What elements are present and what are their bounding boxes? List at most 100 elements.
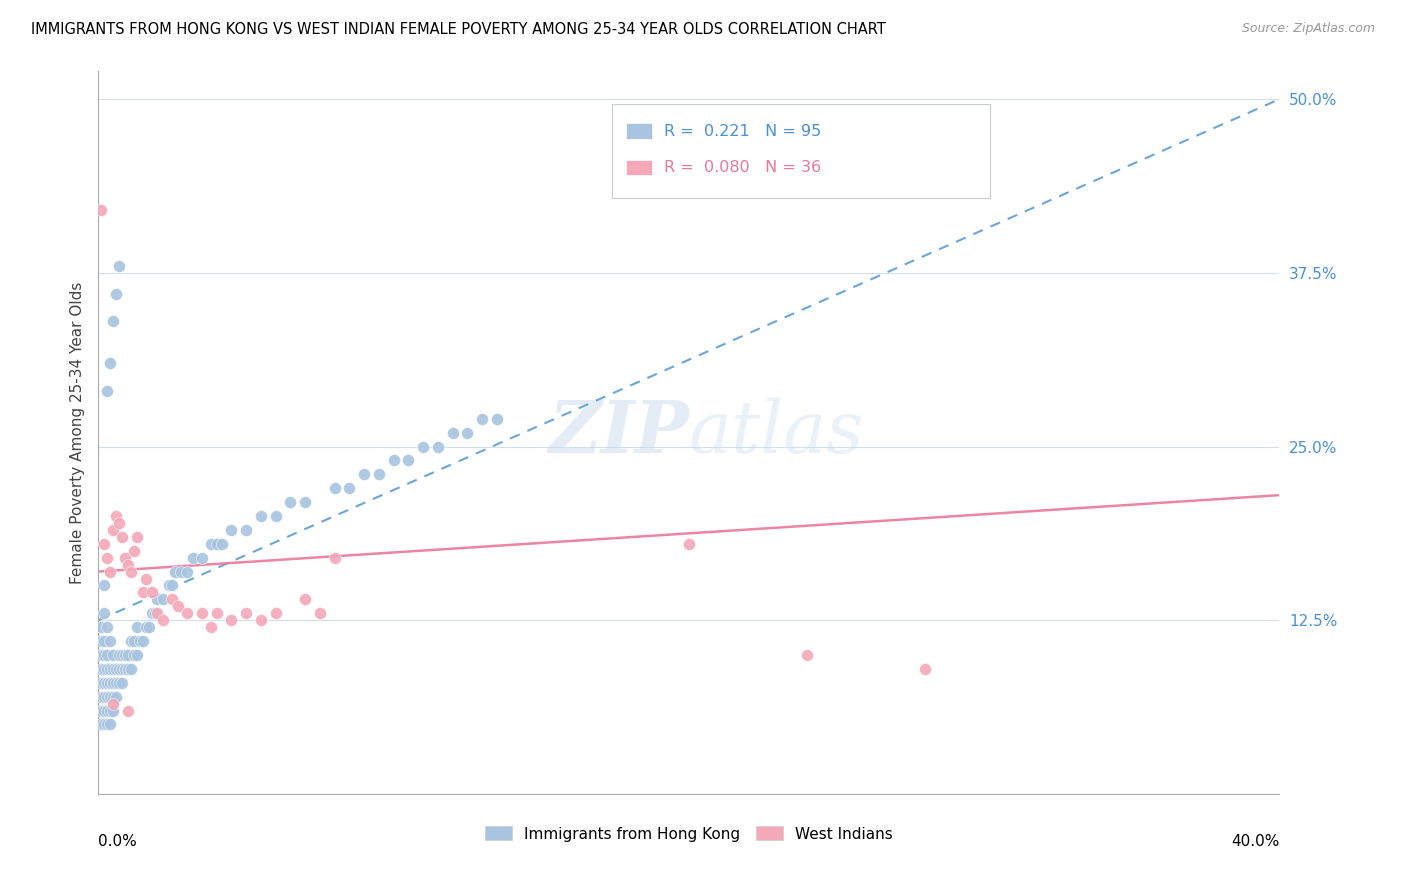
Point [427, 440, 450, 454]
Point [98, 704, 121, 718]
Text: IMMIGRANTS FROM HONG KONG VS WEST INDIAN FEMALE POVERTY AMONG 25-34 YEAR OLDS CO: IMMIGRANTS FROM HONG KONG VS WEST INDIAN… [31, 22, 886, 37]
Point [165, 565, 187, 579]
Point [181, 550, 204, 565]
Point [93, 634, 115, 648]
Point [914, 662, 936, 676]
Point [96, 550, 118, 565]
Point [93, 578, 115, 592]
Point [117, 704, 139, 718]
Point [108, 648, 131, 662]
Point [98, 662, 121, 676]
FancyBboxPatch shape [612, 103, 990, 198]
Point [221, 523, 243, 537]
Point [93, 717, 115, 731]
Y-axis label: Female Poverty Among 25-34 Year Olds: Female Poverty Among 25-34 Year Olds [69, 282, 84, 583]
Point [143, 607, 166, 621]
Point [93, 675, 115, 690]
Point [105, 286, 128, 301]
Point [93, 648, 115, 662]
Point [96, 384, 118, 398]
Point [117, 662, 139, 676]
Point [309, 607, 332, 621]
Point [103, 314, 125, 328]
Point [176, 607, 198, 621]
Point [678, 537, 700, 551]
Point [103, 697, 125, 711]
Point [191, 550, 214, 565]
Point [103, 662, 125, 676]
Point [96, 717, 118, 731]
Point [108, 516, 131, 530]
Point [200, 620, 222, 634]
Point [114, 662, 136, 676]
Point [125, 530, 148, 544]
Point [103, 648, 125, 662]
Point [152, 613, 174, 627]
Point [205, 607, 228, 621]
Point [250, 508, 273, 523]
Point [108, 662, 131, 676]
Point [146, 607, 169, 621]
Point [264, 508, 287, 523]
Point [90, 704, 112, 718]
Point [90, 648, 112, 662]
Point [98, 717, 121, 731]
Point [93, 662, 115, 676]
Point [132, 585, 155, 599]
FancyBboxPatch shape [626, 160, 652, 176]
Point [250, 613, 273, 627]
Point [105, 662, 128, 676]
Point [90, 675, 112, 690]
Point [264, 607, 287, 621]
Point [122, 634, 145, 648]
Point [796, 648, 818, 662]
Point [93, 537, 115, 551]
Point [96, 690, 118, 704]
Point [111, 530, 134, 544]
Point [108, 259, 131, 273]
Point [98, 634, 121, 648]
Point [103, 675, 125, 690]
Point [122, 648, 145, 662]
Point [170, 565, 193, 579]
Point [138, 620, 160, 634]
Point [117, 558, 139, 572]
Point [211, 537, 233, 551]
Point [152, 592, 174, 607]
Point [486, 411, 509, 425]
Point [353, 467, 375, 482]
Text: atlas: atlas [689, 397, 865, 468]
Point [457, 425, 479, 440]
Point [98, 690, 121, 704]
Point [105, 508, 128, 523]
Point [117, 648, 139, 662]
Point [412, 440, 434, 454]
Point [200, 537, 222, 551]
Point [90, 690, 112, 704]
Point [323, 550, 346, 565]
Point [398, 453, 420, 467]
Point [162, 578, 183, 592]
Point [368, 467, 391, 482]
Text: ZIP: ZIP [548, 397, 689, 468]
Point [167, 599, 190, 614]
Point [471, 411, 494, 425]
Point [103, 690, 125, 704]
Point [114, 550, 136, 565]
Point [135, 620, 157, 634]
Point [120, 662, 142, 676]
Point [128, 634, 150, 648]
Text: 40.0%: 40.0% [1232, 834, 1279, 848]
Point [120, 565, 142, 579]
Point [103, 704, 125, 718]
Legend: Immigrants from Hong Kong, West Indians: Immigrants from Hong Kong, West Indians [478, 821, 900, 847]
Point [141, 585, 163, 599]
Point [103, 523, 125, 537]
Point [111, 675, 134, 690]
Point [146, 592, 169, 607]
Point [111, 648, 134, 662]
Point [96, 704, 118, 718]
Point [93, 704, 115, 718]
Point [114, 648, 136, 662]
Point [176, 565, 198, 579]
